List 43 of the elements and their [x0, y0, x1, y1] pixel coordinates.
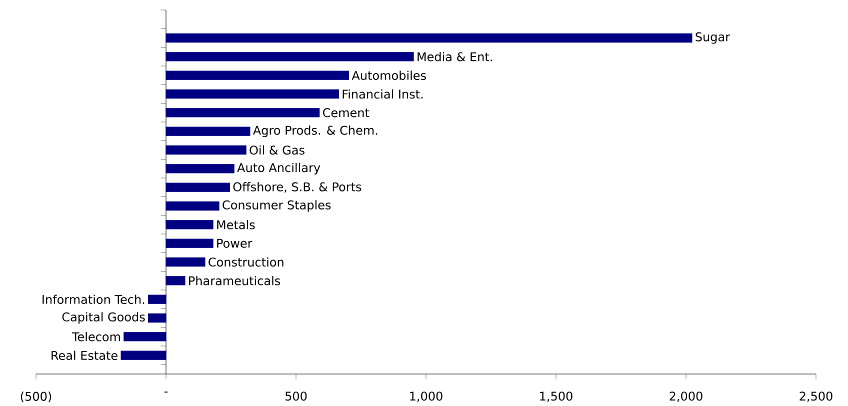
- bar: [166, 89, 339, 98]
- y-tick-label: Consumer Staples: [222, 200, 331, 212]
- x-tick-label: 500: [285, 391, 307, 401]
- y-tick-label: Sugar: [696, 32, 730, 44]
- bar: [148, 294, 166, 304]
- bar: [166, 238, 214, 248]
- x-tick-label: (500): [20, 391, 52, 402]
- x-tick-label: 2,000: [670, 391, 702, 402]
- bar: [166, 257, 206, 266]
- y-tick-label: Power: [217, 238, 252, 248]
- x-tick-label: 1,000: [410, 391, 442, 402]
- y-tick-label: Construction: [208, 257, 284, 266]
- bar: [166, 108, 320, 118]
- y-tick-label: Cement: [323, 108, 370, 118]
- y-tick-label: Offshore, S.B. & Ports: [233, 182, 362, 192]
- bar: [166, 182, 230, 192]
- y-tick-label: Auto Ancillary: [237, 162, 320, 174]
- bar: [120, 350, 166, 360]
- y-tick-label: Pharameuticals: [189, 276, 280, 286]
- y-tick-label: Metals: [217, 220, 255, 230]
- bar: [166, 220, 214, 230]
- x-tick-label: -: [164, 391, 168, 392]
- bar: [148, 313, 166, 322]
- y-tick-label: Agro Prods. & Chem.: [253, 125, 378, 137]
- bar: [166, 70, 350, 80]
- bar: [166, 201, 220, 210]
- bar: [166, 126, 250, 136]
- y-tick-label: Real Estate: [52, 350, 118, 360]
- bar: [124, 332, 166, 342]
- y-tick-label: Oil & Gas: [250, 145, 304, 155]
- y-tick-label: Information Tech.: [42, 294, 144, 304]
- bar: [166, 164, 234, 174]
- bar: [166, 52, 414, 62]
- y-tick-label: Telecom: [72, 332, 120, 342]
- bar: [166, 33, 692, 42]
- x-tick-label: 2,500: [800, 391, 832, 402]
- bar: [166, 145, 246, 154]
- y-tick-label: Financial Inst.: [342, 89, 423, 99]
- y-tick-label: Capital Goods: [62, 312, 145, 324]
- y-tick-label: Media & Ent.: [418, 52, 492, 62]
- bar: [166, 276, 186, 286]
- y-tick-label: Automobiles: [352, 70, 426, 80]
- x-tick-label: 1,500: [540, 391, 572, 402]
